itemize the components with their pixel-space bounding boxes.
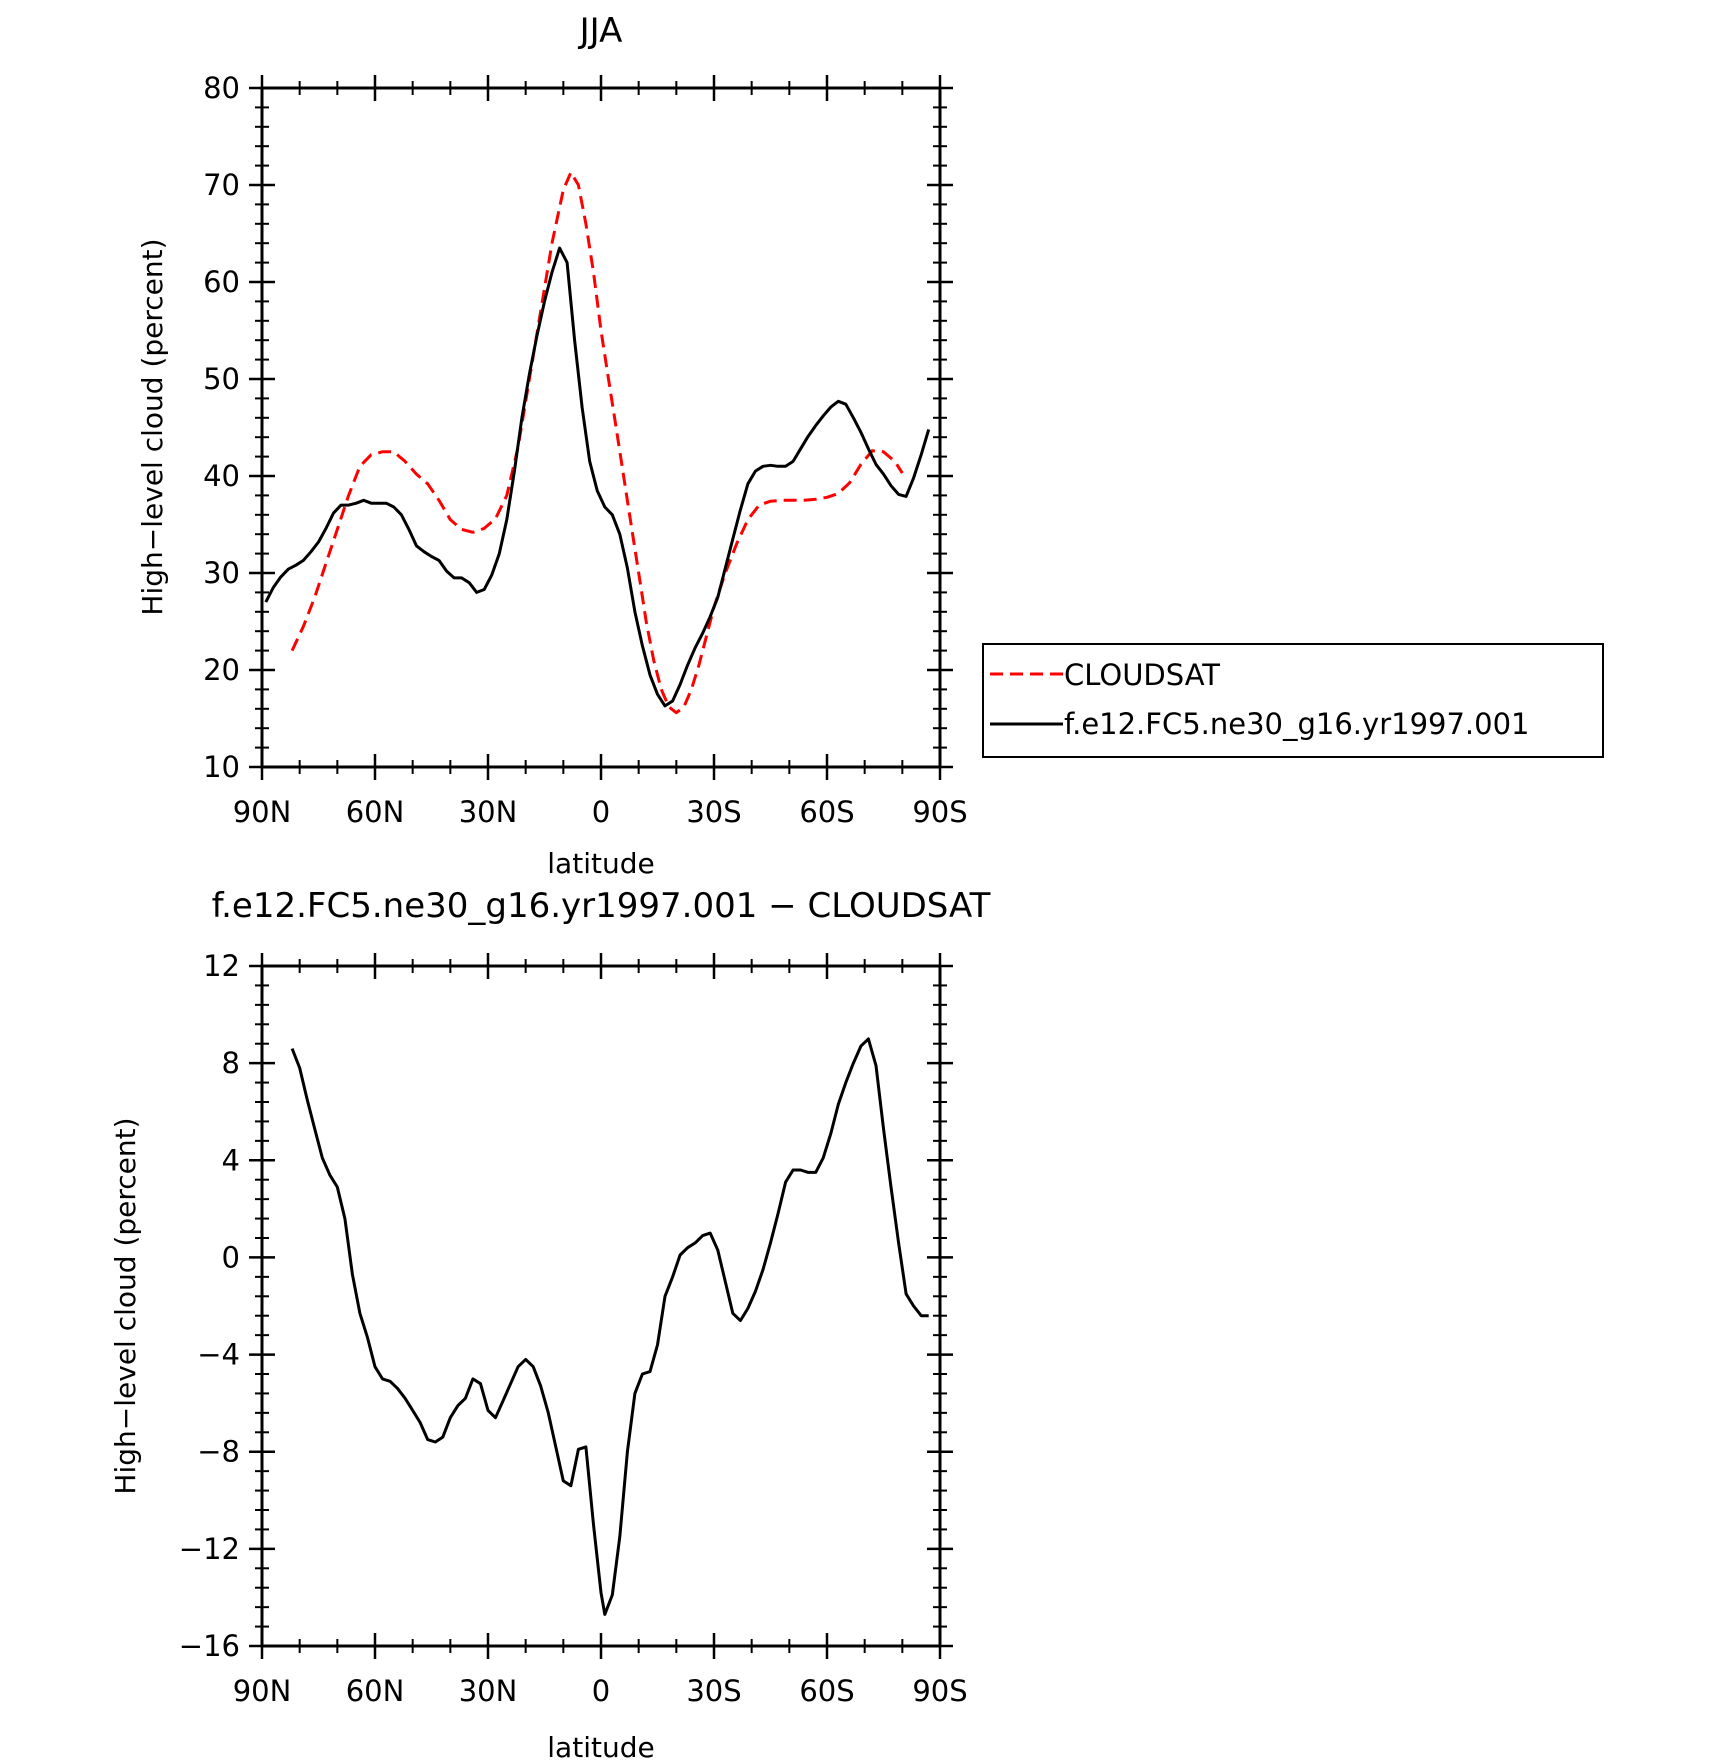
top-ticks bbox=[249, 75, 953, 780]
bottom-ticks bbox=[249, 953, 953, 1659]
bottom-y-tick-label: −8 bbox=[197, 1435, 240, 1469]
legend: CLOUDSAT f.e12.FC5.ne30_g16.yr1997.001 bbox=[982, 643, 1604, 758]
top-y-tick-labels: 10 20 30 40 50 60 70 80 bbox=[203, 71, 240, 784]
top-y-tick-label: 10 bbox=[203, 750, 240, 784]
bottom-panel: f.e12.FC5.ne30_g16.yr1997.001 − CLOUDSAT… bbox=[109, 886, 991, 1762]
bottom-y-tick-label: 8 bbox=[222, 1046, 240, 1080]
bottom-y-tick-label: −4 bbox=[197, 1338, 240, 1372]
bottom-y-tick-label: 12 bbox=[203, 949, 240, 983]
bottom-x-tick-label: 60N bbox=[346, 1674, 405, 1708]
bottom-x-tick-label: 90N bbox=[233, 1674, 292, 1708]
top-x-tick-label: 90N bbox=[233, 795, 292, 829]
bottom-chart-title: f.e12.FC5.ne30_g16.yr1997.001 − CLOUDSAT bbox=[212, 886, 991, 926]
top-x-tick-label: 0 bbox=[592, 795, 610, 829]
top-chart-title: JJA bbox=[578, 11, 623, 51]
top-panel: JJA 10 20 30 40 50 60 70 80 90N 60N 30N 0 30S 60S 90S… bbox=[136, 11, 1604, 880]
bottom-series-line-0 bbox=[290, 1037, 929, 1616]
top-x-axis-title: latitude bbox=[547, 847, 654, 880]
bottom-y-tick-label: 4 bbox=[222, 1143, 240, 1177]
top-y-tick-label: 80 bbox=[203, 71, 240, 105]
bottom-x-tick-label: 0 bbox=[592, 1674, 610, 1708]
top-x-tick-label: 60N bbox=[346, 795, 405, 829]
top-y-tick-label: 70 bbox=[203, 168, 240, 202]
bottom-x-tick-label: 30S bbox=[686, 1674, 741, 1708]
bottom-x-tick-label: 30N bbox=[459, 1674, 518, 1708]
legend-label-cloudsat: CLOUDSAT bbox=[1064, 658, 1220, 692]
top-x-tick-label: 90S bbox=[912, 795, 967, 829]
top-y-tick-label: 50 bbox=[203, 362, 240, 396]
bottom-y-tick-labels: −16 −12 −8 −4 0 4 8 12 bbox=[179, 949, 240, 1663]
bottom-y-tick-label: −12 bbox=[179, 1532, 240, 1566]
top-series-line-f-e12-fc5-ne30-g16-yr1997-001 bbox=[264, 246, 931, 708]
top-series-group bbox=[264, 170, 931, 715]
bottom-y-tick-label: 0 bbox=[222, 1240, 240, 1274]
top-plot-frame bbox=[260, 86, 942, 769]
bottom-plot-frame bbox=[260, 964, 942, 1648]
top-y-axis-title: High−level cloud (percent) bbox=[136, 238, 169, 615]
top-y-tick-label: 60 bbox=[203, 265, 240, 299]
bottom-x-tick-labels: 90N 60N 30N 0 30S 60S 90S bbox=[233, 1674, 968, 1708]
legend-box bbox=[982, 643, 1604, 758]
top-x-tick-label: 30S bbox=[686, 795, 741, 829]
bottom-series-group bbox=[290, 1037, 929, 1616]
top-y-tick-label: 20 bbox=[203, 653, 240, 687]
legend-label-model: f.e12.FC5.ne30_g16.yr1997.001 bbox=[1064, 707, 1530, 741]
top-series-line-cloudsat bbox=[290, 170, 904, 715]
bottom-x-axis-title: latitude bbox=[547, 1731, 654, 1762]
bottom-x-tick-label: 90S bbox=[912, 1674, 967, 1708]
top-x-tick-label: 30N bbox=[459, 795, 518, 829]
top-x-tick-labels: 90N 60N 30N 0 30S 60S 90S bbox=[233, 795, 968, 829]
top-x-tick-label: 60S bbox=[799, 795, 854, 829]
top-y-tick-label: 40 bbox=[203, 459, 240, 493]
bottom-y-axis-title: High−level cloud (percent) bbox=[109, 1117, 142, 1494]
bottom-y-tick-label: −16 bbox=[179, 1629, 240, 1663]
top-y-tick-label: 30 bbox=[203, 556, 240, 590]
bottom-x-tick-label: 60S bbox=[799, 1674, 854, 1708]
